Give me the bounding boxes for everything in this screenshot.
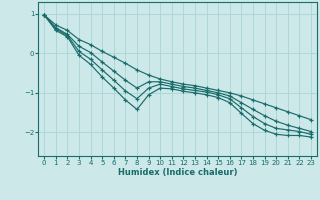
X-axis label: Humidex (Indice chaleur): Humidex (Indice chaleur) (118, 168, 237, 177)
